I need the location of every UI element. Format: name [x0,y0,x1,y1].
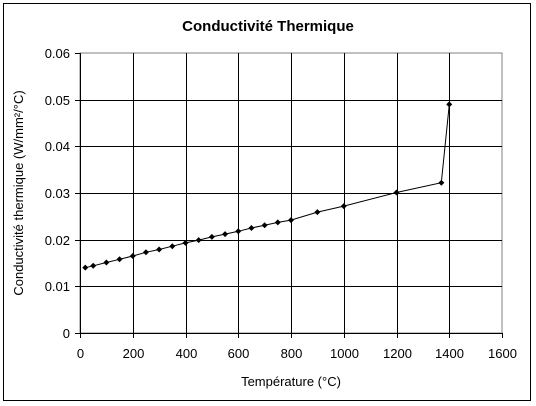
x-tick-label: 1600 [488,346,517,361]
data-point-marker [103,259,110,266]
data-point-marker [182,239,189,246]
x-tick-label: 1400 [435,346,464,361]
x-tick-label: 400 [176,346,198,361]
x-tick-label: 600 [228,346,250,361]
x-tick-label: 800 [281,346,303,361]
y-tick-label: 0.01 [45,279,70,294]
y-tick-label: 0.06 [45,46,70,61]
y-axis-label: Conductivité thermique (W/mm²/°C) [11,90,26,295]
y-tick-label: 0 [63,326,70,341]
data-point-marker [235,228,242,235]
x-tick-label: 1200 [383,346,412,361]
data-point-marker [340,203,347,210]
data-point-marker [116,256,123,263]
x-axis-ticks: 0 200 400 600 800 1000 1200 1400 1600 [77,333,517,361]
data-point-marker [248,225,255,231]
y-tick-label: 0.05 [45,93,70,108]
gridlines [80,53,502,333]
data-point-marker [208,233,215,240]
data-point-marker [222,231,229,238]
data-point-marker [169,243,176,250]
data-point-marker [90,262,97,269]
y-tick-label: 0.03 [45,186,70,201]
data-point-marker [82,264,89,271]
x-tick-label: 0 [77,346,84,361]
y-tick-label: 0.02 [45,233,70,248]
data-point-marker [261,222,268,229]
data-point-marker [314,209,321,216]
data-point-marker [393,189,400,196]
data-point-marker [156,246,163,253]
data-point-marker [438,179,445,186]
x-tick-label: 200 [123,346,145,361]
data-point-marker [274,219,281,226]
data-point-marker [129,253,136,259]
series-line [85,104,450,269]
chart-title: Conductivité Thermique [182,18,354,35]
data-point-marker [288,217,294,224]
x-tick-label: 1000 [330,346,359,361]
data-point-marker [446,101,453,108]
x-axis-label: Température (°C) [241,374,341,389]
series-layer [82,101,453,271]
data-point-marker [195,237,202,244]
y-tick-label: 0.04 [45,139,70,154]
data-point-marker [142,249,149,256]
y-axis-ticks: 0 0.01 0.02 0.03 0.04 0.05 0.06 [45,46,81,341]
